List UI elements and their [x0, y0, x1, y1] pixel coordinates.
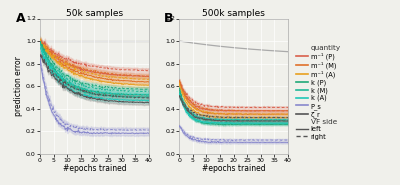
Text: B: B — [164, 12, 174, 25]
Y-axis label: prediction error: prediction error — [14, 56, 23, 116]
Title: 500k samples: 500k samples — [202, 9, 265, 18]
X-axis label: #epochs trained: #epochs trained — [62, 164, 126, 173]
Text: A: A — [16, 12, 26, 25]
Legend: quantity, m⁻¹ (P), m⁻¹ (M), m⁻¹ (A), k (P), k (M), k (A), P_s, ζ_r, VF side, lef: quantity, m⁻¹ (P), m⁻¹ (M), m⁻¹ (A), k (… — [295, 45, 342, 140]
Title: 50k samples: 50k samples — [66, 9, 123, 18]
X-axis label: #epochs trained: #epochs trained — [202, 164, 266, 173]
